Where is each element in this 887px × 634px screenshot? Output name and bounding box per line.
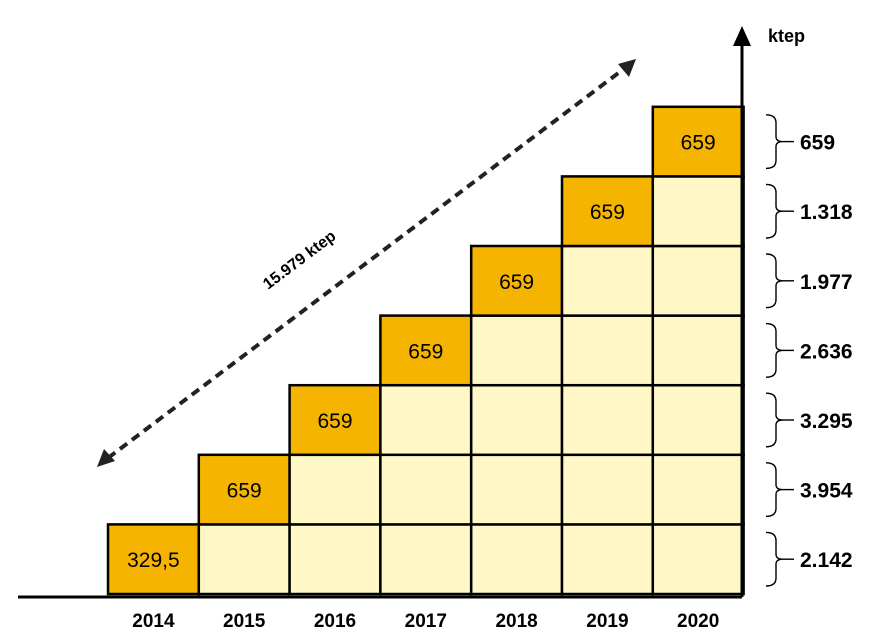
total-brace	[765, 531, 784, 587]
carried-savings-cell	[560, 523, 655, 596]
carried-savings-cell	[560, 383, 655, 457]
year-tick-label: 2018	[495, 611, 537, 632]
total-brace	[765, 462, 784, 518]
carried-savings-cell	[651, 244, 745, 317]
total-brace	[765, 183, 784, 239]
carried-savings-cell	[651, 383, 745, 457]
total-brace	[765, 253, 784, 309]
annual-total-label: 1.318	[800, 201, 853, 224]
new-savings-cell	[288, 383, 382, 457]
annual-total-label: 3.295	[800, 410, 853, 433]
carried-savings-cell	[651, 453, 745, 526]
carried-savings-cell	[560, 244, 655, 317]
annual-total-label: 2.142	[800, 549, 853, 572]
carried-savings-cell	[379, 383, 473, 457]
cells-group: 329,5 659 659 659 659 659 659	[106, 105, 745, 596]
cumulative-arrow-line	[106, 66, 627, 460]
new-savings-cell	[651, 105, 745, 178]
new-savings-label: 659	[499, 271, 534, 294]
cumulative-arrow-head-end	[618, 59, 636, 77]
year-tick-label: 2016	[314, 611, 356, 632]
new-savings-label: 329,5	[127, 549, 180, 572]
carried-savings-cell	[651, 314, 745, 387]
carried-savings-cell	[469, 314, 564, 387]
carried-savings-cell	[288, 523, 382, 596]
annual-total-label: 2.636	[800, 340, 853, 363]
year-tick-label: 2017	[405, 611, 447, 632]
unit-label: ktep	[768, 26, 805, 46]
new-savings-cell	[560, 175, 655, 248]
new-savings-cell	[469, 244, 564, 317]
total-braces: 659 1.318 1.977 2.636 3.295 3.954 2.142	[765, 114, 853, 587]
new-savings-cell	[197, 453, 291, 526]
axes-group: ktep	[18, 26, 805, 599]
annual-total-label: 1.977	[800, 271, 853, 294]
carried-savings-cell	[379, 453, 473, 526]
year-tick-label: 2015	[223, 611, 266, 632]
new-savings-label: 659	[408, 340, 443, 363]
total-brace	[765, 114, 784, 170]
total-brace	[765, 322, 784, 378]
cumulative-arrow-head-start	[97, 449, 115, 467]
new-savings-label: 659	[590, 201, 625, 224]
year-tick-label: 2014	[132, 611, 175, 632]
new-savings-label: 659	[227, 480, 262, 503]
carried-savings-cell	[197, 523, 291, 596]
carried-savings-cell	[469, 523, 564, 596]
carried-savings-cell	[651, 175, 745, 248]
total-brace	[765, 392, 784, 448]
carried-savings-cell	[288, 453, 382, 526]
carried-savings-cell	[651, 523, 745, 596]
carried-savings-cell	[560, 314, 655, 387]
year-tick-label: 2020	[677, 611, 719, 632]
carried-savings-cell	[379, 523, 473, 596]
y-axis-arrowhead	[733, 26, 751, 46]
cumulative-label: 15.979 ktep	[260, 228, 339, 294]
carried-savings-cell	[469, 383, 564, 457]
year-tick-label: 2019	[586, 611, 628, 632]
carried-savings-cell	[560, 453, 655, 526]
year-labels: 2014 2015 2016 2017 2018 2019 2020	[132, 611, 719, 632]
carried-savings-cell	[469, 453, 564, 526]
new-savings-label: 659	[681, 132, 716, 155]
new-savings-label: 659	[317, 410, 352, 433]
annual-total-label: 659	[800, 132, 835, 155]
new-savings-cell	[106, 523, 201, 596]
annual-total-label: 3.954	[800, 480, 853, 503]
